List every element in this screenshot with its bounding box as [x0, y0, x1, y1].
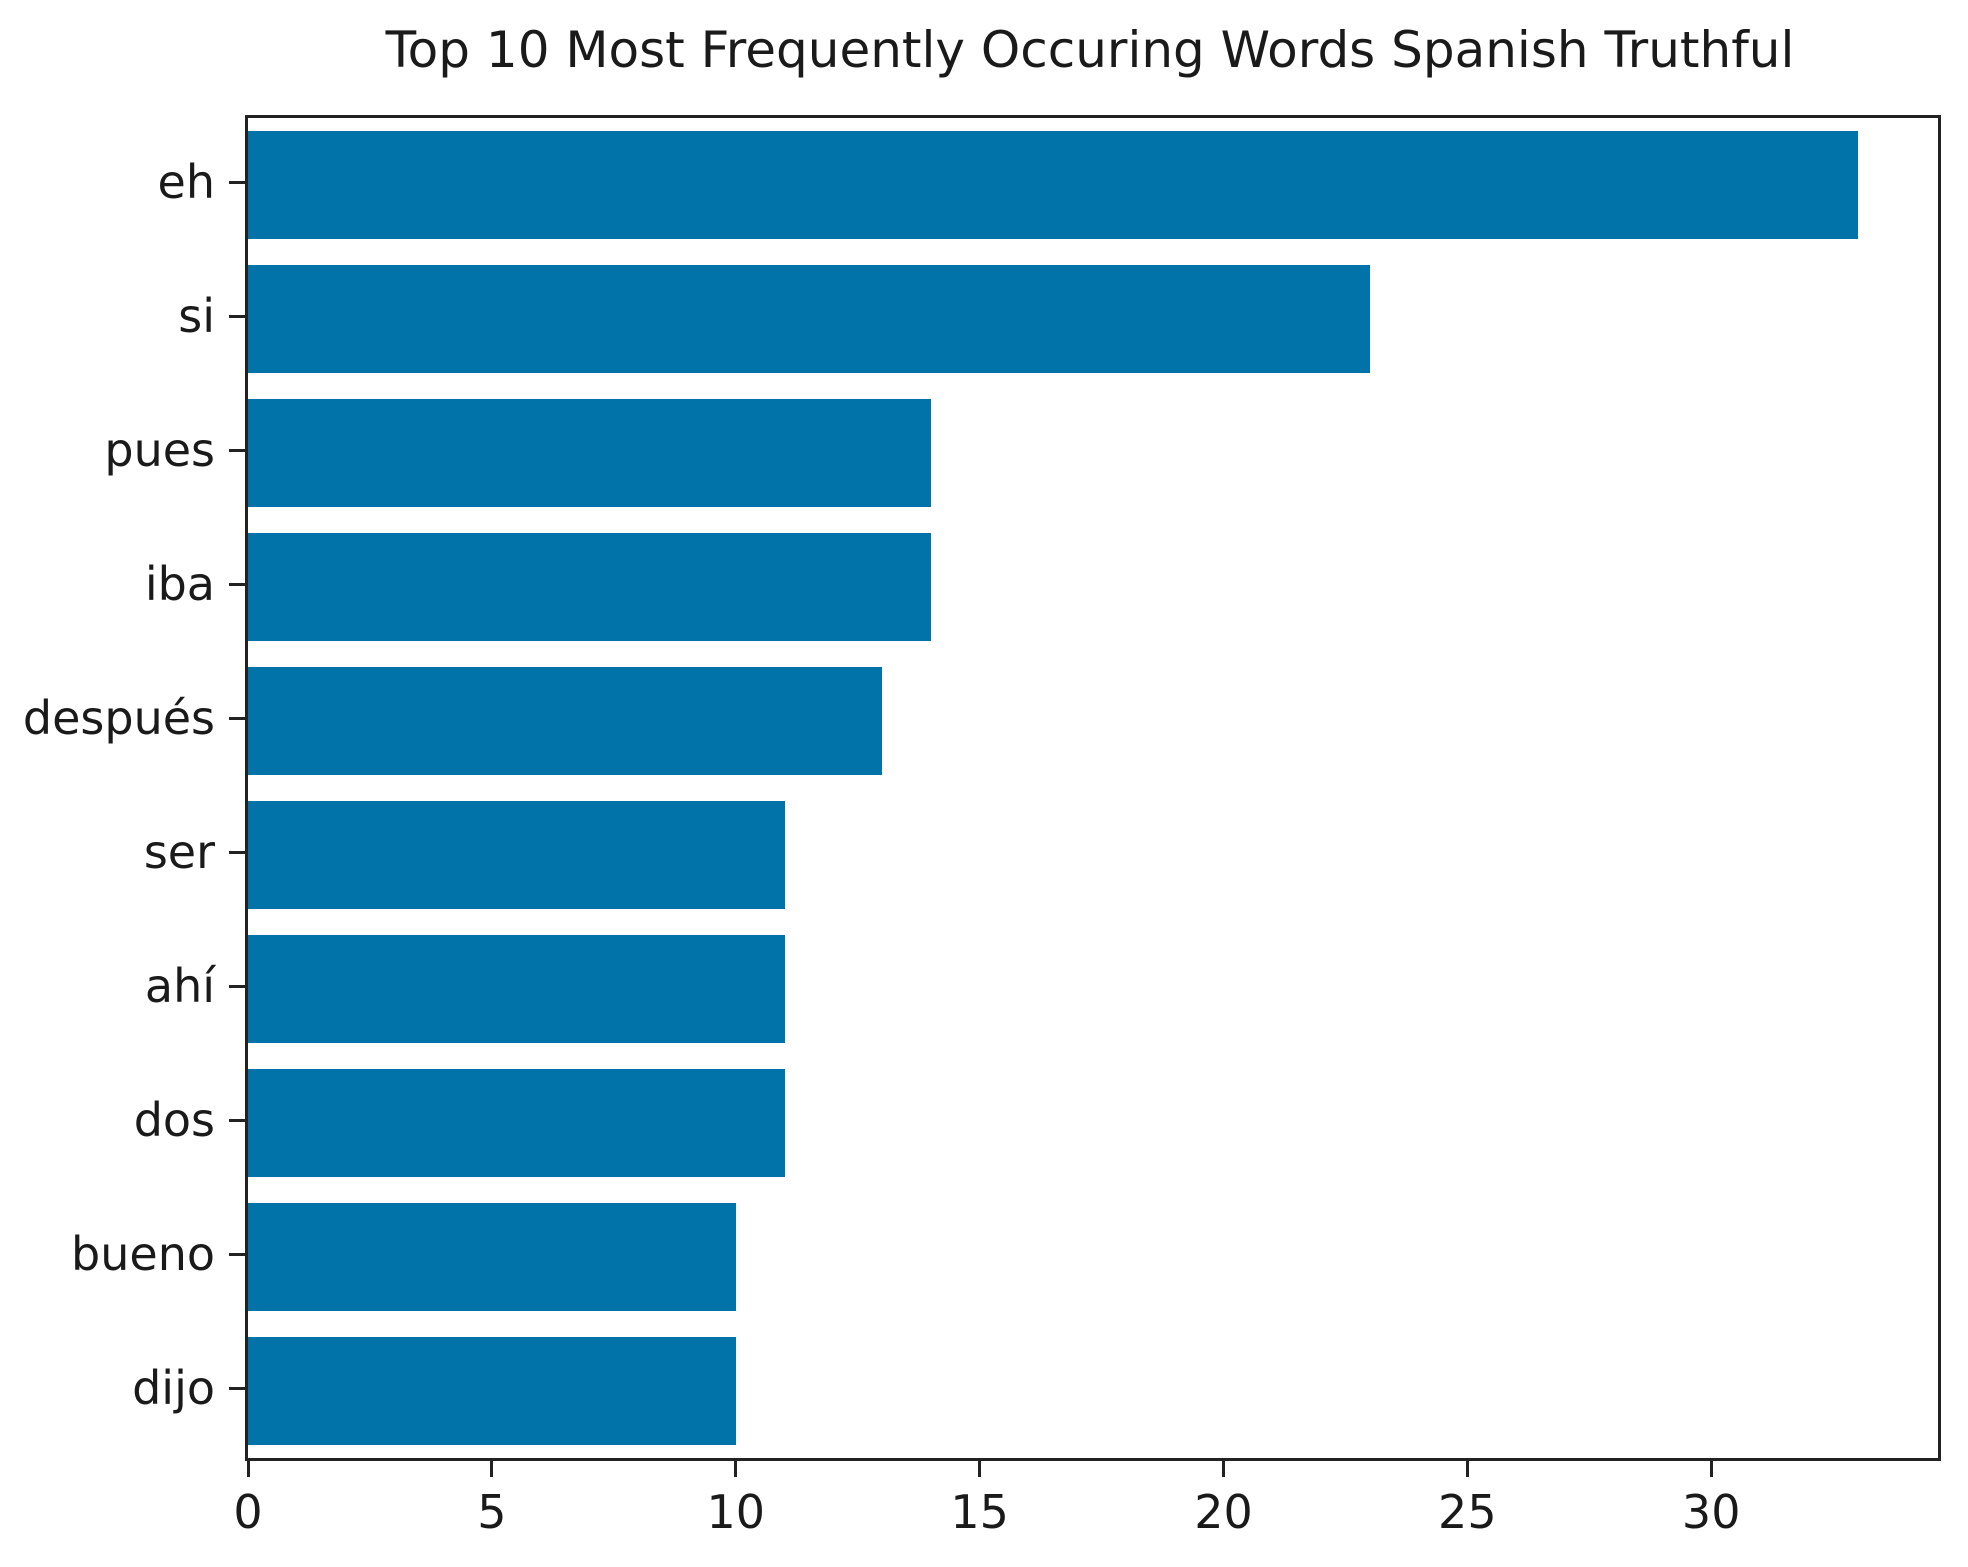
ytick-mark: [229, 1118, 245, 1122]
ytick-label-ser: ser: [143, 825, 215, 879]
ytick-mark: [229, 984, 245, 988]
ytick-label-ahí: ahí: [144, 959, 215, 1013]
xtick-label-5: 5: [477, 1485, 507, 1539]
xtick-label-30: 30: [1681, 1485, 1741, 1539]
ytick-mark: [229, 448, 245, 452]
xtick-mark: [1709, 1461, 1713, 1477]
xtick-mark: [978, 1461, 982, 1477]
xtick-mark: [490, 1461, 494, 1477]
bar-iba: [248, 533, 931, 641]
ytick-mark: [229, 582, 245, 586]
ytick-mark: [229, 180, 245, 184]
ytick-label-bueno: bueno: [71, 1227, 215, 1281]
ytick-mark: [229, 850, 245, 854]
bar-dos: [248, 1069, 785, 1177]
bar-si: [248, 265, 1370, 373]
bar-después: [248, 667, 883, 775]
ytick-label-eh: eh: [157, 155, 215, 209]
bar-ser: [248, 801, 785, 909]
xtick-mark: [246, 1461, 250, 1477]
ytick-mark: [229, 1386, 245, 1390]
bar-pues: [248, 399, 931, 507]
chart-title: Top 10 Most Frequently Occuring Words Sp…: [385, 21, 1795, 79]
xtick-label-0: 0: [233, 1485, 263, 1539]
ytick-label-iba: iba: [144, 557, 215, 611]
bar-ahí: [248, 935, 785, 1043]
ytick-label-pues: pues: [104, 423, 215, 477]
xtick-mark: [1465, 1461, 1469, 1477]
ytick-label-dos: dos: [133, 1093, 215, 1147]
bar-eh: [248, 131, 1858, 239]
xtick-mark: [734, 1461, 738, 1477]
ytick-label-después: después: [22, 691, 215, 745]
xtick-mark: [1221, 1461, 1225, 1477]
xtick-label-10: 10: [706, 1485, 765, 1539]
ytick-label-dijo: dijo: [132, 1361, 215, 1415]
bar-dijo: [248, 1337, 736, 1445]
ytick-mark: [229, 314, 245, 318]
xtick-label-20: 20: [1194, 1485, 1253, 1539]
bar-bueno: [248, 1203, 736, 1311]
xtick-label-25: 25: [1438, 1485, 1497, 1539]
ytick-mark: [229, 1252, 245, 1256]
ytick-label-si: si: [178, 289, 215, 343]
plot-area: [245, 115, 1941, 1461]
xtick-label-15: 15: [950, 1485, 1009, 1539]
ytick-mark: [229, 716, 245, 720]
